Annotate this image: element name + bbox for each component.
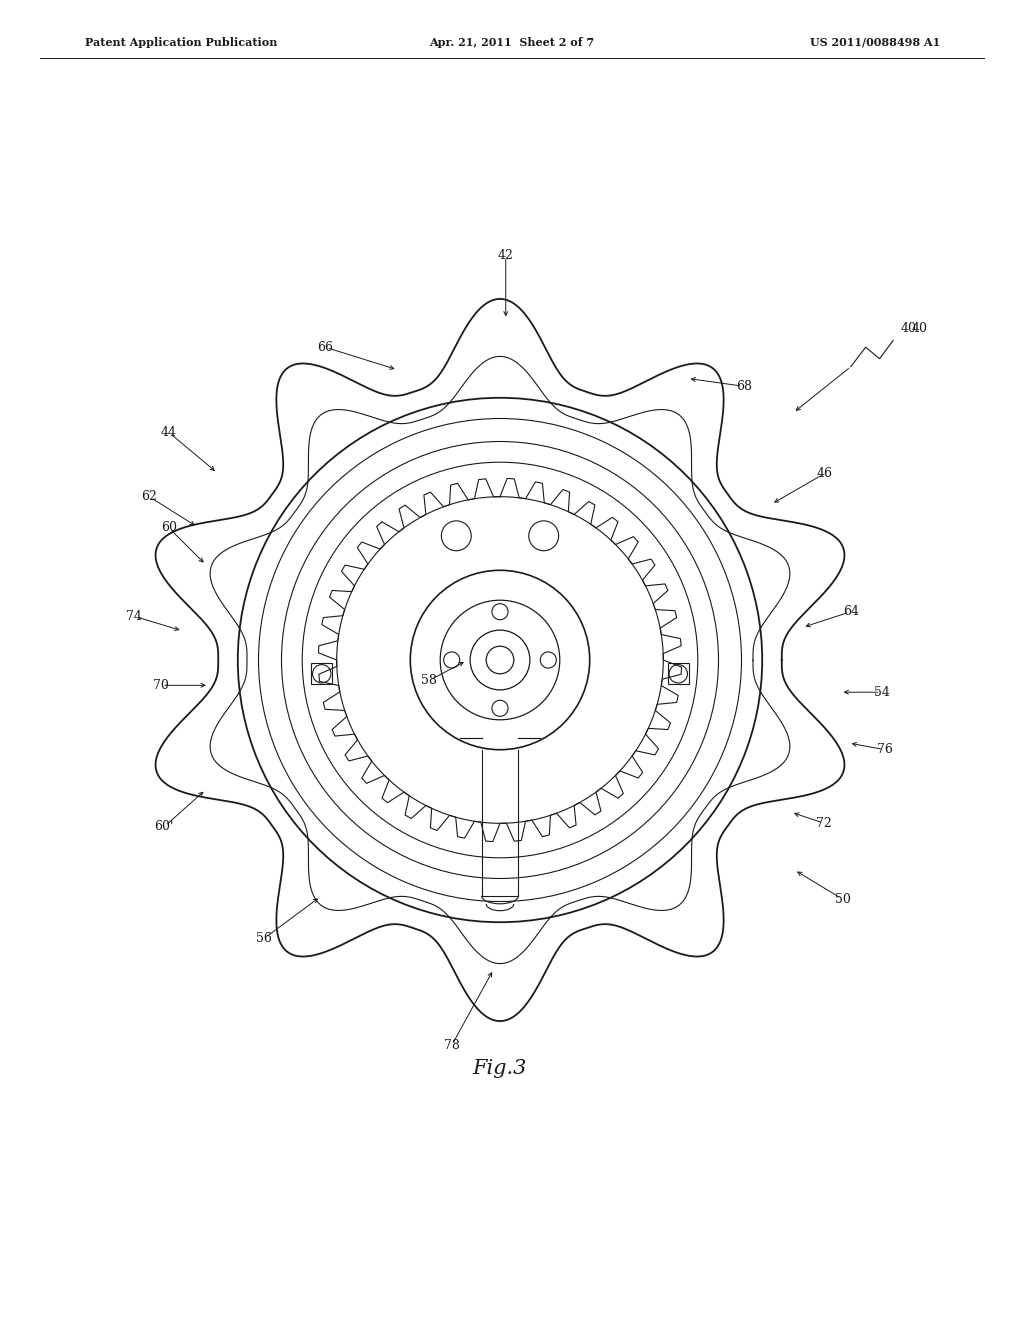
Text: 54: 54 (873, 685, 890, 698)
Text: 64: 64 (843, 605, 859, 618)
Text: 62: 62 (141, 490, 158, 503)
Text: 72: 72 (816, 817, 833, 830)
Text: 42: 42 (498, 248, 514, 261)
Text: 58: 58 (421, 675, 436, 688)
Text: 40: 40 (900, 322, 916, 335)
Text: 56: 56 (256, 932, 272, 945)
Text: 70: 70 (153, 678, 169, 692)
Text: 78: 78 (443, 1039, 460, 1052)
Text: 76: 76 (878, 743, 893, 756)
Text: US 2011/0088498 A1: US 2011/0088498 A1 (810, 37, 940, 48)
Bar (311, 664, 332, 684)
Text: 60: 60 (161, 521, 177, 535)
Text: 46: 46 (816, 467, 833, 480)
Text: 60': 60' (155, 820, 174, 833)
Bar (668, 664, 688, 684)
Text: Apr. 21, 2011  Sheet 2 of 7: Apr. 21, 2011 Sheet 2 of 7 (429, 37, 595, 48)
Text: Patent Application Publication: Patent Application Publication (85, 37, 278, 48)
Text: 40: 40 (911, 322, 928, 335)
Text: 50: 50 (835, 892, 851, 906)
Text: 66: 66 (317, 341, 333, 354)
Text: Fig.3: Fig.3 (473, 1059, 527, 1077)
Text: 68: 68 (736, 380, 752, 393)
Text: 74: 74 (126, 610, 142, 623)
Text: 44: 44 (161, 426, 177, 438)
